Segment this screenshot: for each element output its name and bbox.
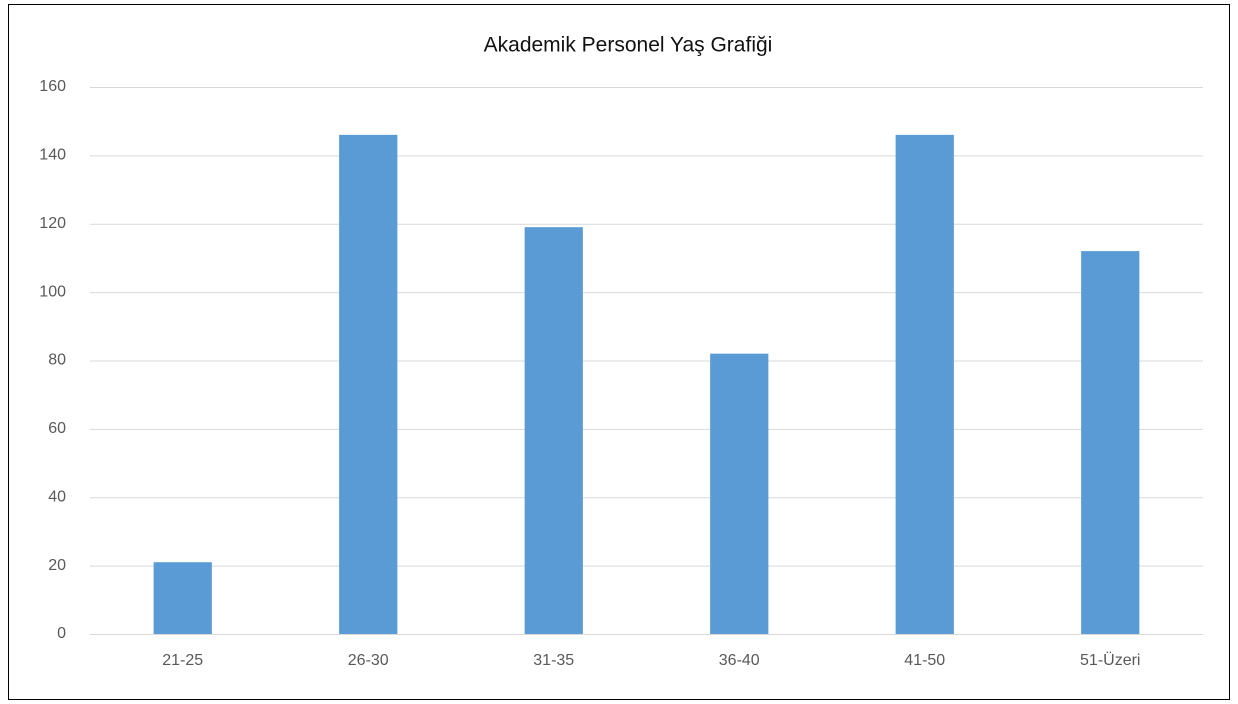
chart-title: Akademik Personel Yaş Grafiği [484, 34, 773, 57]
bar [339, 134, 398, 635]
bar [1081, 251, 1140, 634]
x-tick-label: 21-25 [162, 652, 203, 669]
y-tick-label: 160 [39, 78, 66, 95]
x-tick-label: 41-50 [904, 652, 945, 669]
y-tick-label: 40 [48, 488, 66, 505]
x-tick-label: 51-Üzeri [1080, 651, 1140, 669]
y-tick-label: 80 [48, 352, 66, 369]
y-tick-label: 120 [39, 215, 66, 232]
y-tick-label: 20 [48, 557, 66, 574]
x-tick-label: 26-30 [348, 652, 389, 669]
y-tick-label: 100 [39, 283, 66, 300]
bar [710, 353, 769, 634]
y-tick-label: 140 [39, 147, 66, 164]
x-tick-label: 36-40 [719, 652, 760, 669]
chart-border [8, 4, 1230, 700]
bar [895, 134, 954, 635]
bar [153, 562, 212, 634]
x-tick-label: 31-35 [533, 652, 574, 669]
bar [524, 227, 583, 634]
y-tick-label: 0 [57, 625, 66, 642]
y-tick-label: 60 [48, 420, 66, 437]
